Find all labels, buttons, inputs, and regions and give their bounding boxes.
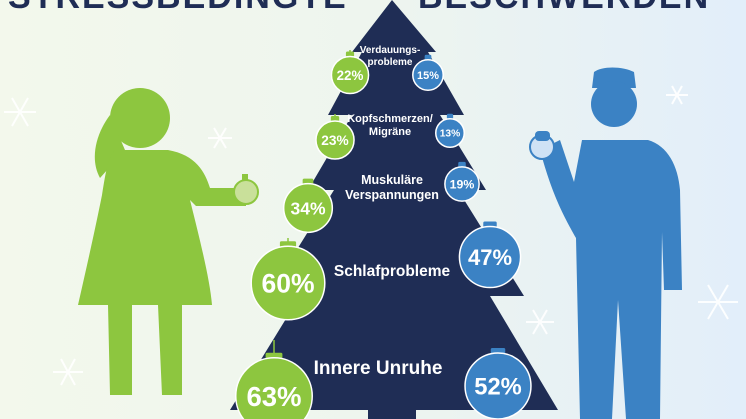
category-label-line: Verdauungs- xyxy=(359,45,421,56)
women-ornament-3-label: 34% xyxy=(290,198,325,218)
men-ornament-3 xyxy=(444,166,480,202)
category-label-line: Verspannungen xyxy=(345,187,439,202)
men-ornament-1-label: 15% xyxy=(417,70,439,82)
women-ornament-4 xyxy=(250,245,326,321)
category-label-line: Migräne xyxy=(368,125,412,138)
women-ornament-5-label: 63% xyxy=(246,381,301,412)
men-ornament-5-label: 52% xyxy=(474,375,521,401)
women-ornament-3 xyxy=(282,182,334,234)
chart-marks: 22% 15% 23% 13% 34% 19% 60% 47% 63% 52% xyxy=(235,50,532,419)
women-ornament-4-label: 60% xyxy=(261,269,314,299)
category-label-2: Kopfschmerzen/Migräne xyxy=(300,113,480,139)
men-ornament-4 xyxy=(458,225,522,289)
woman-silhouette xyxy=(78,88,246,395)
men-ornament-3-label: 19% xyxy=(450,177,475,191)
category-label-4: Schlafprobleme xyxy=(302,263,482,281)
women-ornament-2 xyxy=(315,120,355,160)
category-label-line: Innere Unruhe xyxy=(313,358,443,379)
men-ornament-2 xyxy=(435,118,465,148)
category-label-3: Muskuläre Verspannungen xyxy=(302,173,482,203)
category-label-1: Verdauungs-probleme xyxy=(300,45,480,69)
men-ornament-1 xyxy=(412,59,444,91)
ornament-icon xyxy=(233,174,259,205)
men-ornament-2-label: 13% xyxy=(440,129,461,140)
ornament-icon xyxy=(529,131,555,160)
category-label-line: Kopfschmerzen/ xyxy=(347,113,433,125)
women-ornament-1-label: 22% xyxy=(337,68,364,83)
women-ornament-2-label: 23% xyxy=(321,133,348,148)
tree-trunk xyxy=(368,404,416,419)
women-ornament-1 xyxy=(330,55,370,95)
men-ornament-4-label: 47% xyxy=(468,245,512,270)
category-label-5: Innere Unruhe xyxy=(288,358,468,380)
women-ornament-5 xyxy=(235,357,313,419)
snowflake-icon xyxy=(4,85,738,386)
category-label-line: Muskuläre xyxy=(361,173,423,187)
title-right: BESCHWERDEN xyxy=(418,0,710,14)
category-label-line: Schlafprobleme xyxy=(333,263,451,280)
category-label-line: probleme xyxy=(367,56,413,68)
man-silhouette xyxy=(540,67,682,419)
title-left: STRESSBEDINGTE xyxy=(8,0,348,14)
